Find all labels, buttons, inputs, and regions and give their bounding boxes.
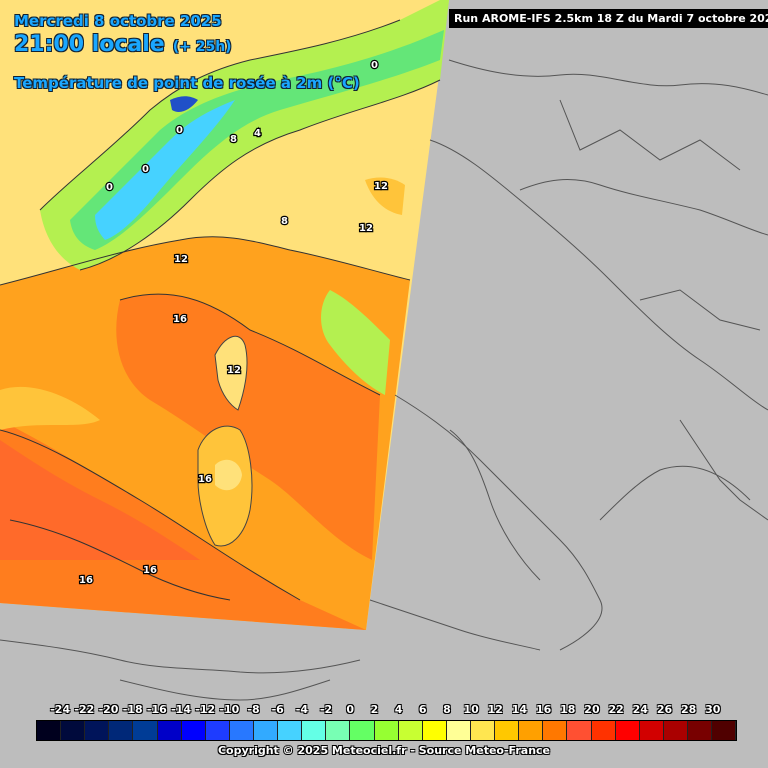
legend-tick-label: -6 bbox=[271, 703, 284, 716]
contour-label: 4 bbox=[254, 128, 261, 139]
legend-swatch bbox=[326, 721, 351, 740]
legend-tick-label: 30 bbox=[705, 703, 721, 716]
contour-label: 16 bbox=[79, 575, 93, 586]
legend-tick-labels: -24 -22 -20 -18 -16 -14 -12 -10 -8 -6 -4 -2 0 2 4 6 8 10 1… bbox=[0, 703, 768, 719]
legend-swatch bbox=[278, 721, 303, 740]
legend-tick-label: 20 bbox=[584, 703, 600, 716]
legend-swatch bbox=[495, 721, 520, 740]
legend-tick-label: -4 bbox=[295, 703, 309, 716]
legend-swatch bbox=[374, 721, 399, 740]
legend-tick-label: 0 bbox=[346, 703, 355, 716]
legend-tick-label: -8 bbox=[247, 703, 260, 716]
contour-label: 0 bbox=[106, 182, 113, 193]
legend-tick-label: 22 bbox=[608, 703, 624, 716]
legend-swatch bbox=[663, 721, 688, 740]
legend-swatch bbox=[687, 721, 713, 740]
contour-label: 0 bbox=[142, 164, 149, 175]
legend-tick-label: -14 bbox=[171, 703, 191, 716]
color-legend bbox=[36, 720, 737, 741]
parameter-title: Température de point de rosée à 2m (°C) bbox=[14, 74, 360, 92]
legend-tick-label: 2 bbox=[370, 703, 379, 716]
legend-tick-label: 8 bbox=[443, 703, 451, 716]
legend-tick-label: 18 bbox=[560, 703, 576, 716]
contour-label: 12 bbox=[374, 181, 388, 192]
legend-swatch bbox=[639, 721, 664, 740]
legend-swatch bbox=[157, 721, 182, 740]
legend-swatch bbox=[519, 721, 544, 740]
legend-tick-label: -18 bbox=[122, 703, 143, 716]
contour-label: 16 bbox=[198, 474, 212, 485]
legend-tick-label: 26 bbox=[656, 703, 673, 716]
legend-tick-label: 6 bbox=[418, 703, 427, 716]
legend-swatch bbox=[61, 721, 86, 740]
contour-label: 12 bbox=[174, 254, 188, 265]
copyright: Copyright © 2025 Meteociel.fr - Source M… bbox=[217, 744, 551, 757]
legend-tick-label: -16 bbox=[146, 703, 167, 716]
legend-swatch bbox=[85, 721, 110, 740]
legend-swatch bbox=[229, 721, 254, 740]
legend-tick-label: -10 bbox=[219, 703, 240, 716]
legend-swatch bbox=[712, 721, 737, 740]
contour-label: 16 bbox=[143, 565, 157, 576]
run-info: Run AROME-IFS 2.5km 18 Z du Mardi 7 octo… bbox=[449, 9, 768, 28]
contour-lines bbox=[0, 19, 441, 601]
forecast-date: Mercredi 8 octobre 2025 bbox=[14, 12, 222, 30]
legend-swatch bbox=[422, 721, 447, 740]
legend-tick-label: -24 bbox=[50, 703, 71, 716]
contour-label: 12 bbox=[359, 223, 373, 234]
legend-swatch bbox=[253, 721, 279, 740]
legend-tick-label: -2 bbox=[319, 703, 333, 716]
model-domain bbox=[0, 0, 449, 631]
legend-tick-label: 12 bbox=[487, 703, 503, 716]
legend-swatch bbox=[133, 721, 158, 740]
legend-tick-label: 14 bbox=[511, 703, 528, 716]
legend-tick-label: 16 bbox=[535, 703, 552, 716]
legend-swatch bbox=[181, 721, 206, 740]
legend-swatch bbox=[302, 721, 327, 740]
contour-labels: 0 0 0 0 4 8 8 12 12 12 16 12 16 16 16 bbox=[78, 59, 389, 588]
legend-swatch bbox=[37, 721, 62, 740]
contour-label: 0 bbox=[371, 60, 378, 71]
legend-swatch bbox=[446, 721, 471, 740]
legend-swatch bbox=[205, 721, 230, 740]
forecast-time: 21:00 locale (+ 25h) bbox=[14, 32, 232, 57]
legend-swatch bbox=[615, 721, 640, 740]
legend-swatch bbox=[398, 721, 423, 740]
legend-swatch bbox=[470, 721, 496, 740]
legend-tick-label: -12 bbox=[195, 703, 216, 716]
legend-swatch bbox=[543, 721, 568, 740]
contour-label: 16 bbox=[173, 314, 187, 325]
contour-label: 8 bbox=[230, 134, 237, 145]
forecast-time-label: 21:00 locale bbox=[14, 32, 165, 57]
legend-tick-label: 4 bbox=[394, 703, 403, 716]
legend-swatch bbox=[109, 721, 134, 740]
legend-tick-label: 28 bbox=[680, 703, 697, 716]
contour-label: 12 bbox=[227, 365, 241, 376]
legend-tick-label: -22 bbox=[74, 703, 95, 716]
contour-label: 0 bbox=[176, 125, 183, 136]
borders bbox=[0, 59, 768, 701]
legend-tick-label: 24 bbox=[632, 703, 648, 716]
legend-tick-label: 10 bbox=[463, 703, 479, 716]
legend-swatch bbox=[591, 721, 616, 740]
forecast-lead-time: (+ 25h) bbox=[172, 39, 232, 55]
legend-tick-label: -20 bbox=[98, 703, 119, 716]
legend-swatch bbox=[350, 721, 375, 740]
legend-swatch bbox=[567, 721, 592, 740]
contour-label: 8 bbox=[281, 216, 288, 227]
